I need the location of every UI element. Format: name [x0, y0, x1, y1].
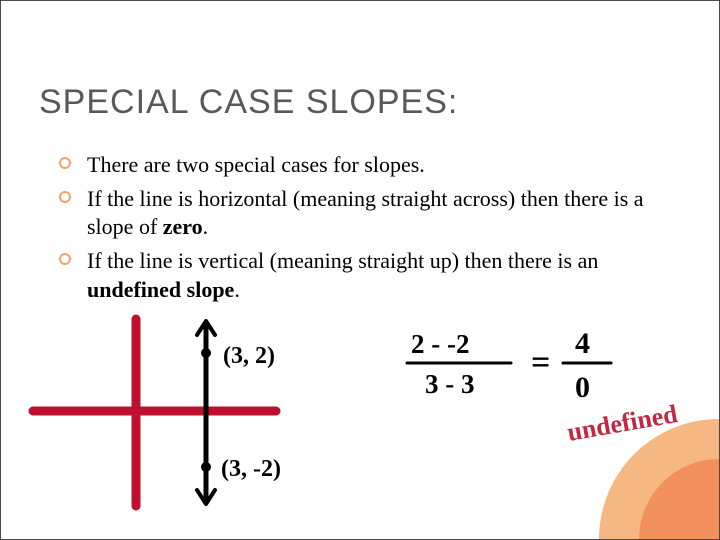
result-denominator: 0 [575, 371, 590, 404]
point-label: (3, -2) [221, 456, 281, 482]
fraction-denominator: 3 - 3 [425, 369, 475, 399]
equals-sign: = [531, 344, 550, 381]
bullet-item: If the line is horizontal (meaning strai… [59, 185, 669, 241]
bullet-item: If the line is vertical (meaning straigh… [59, 247, 669, 303]
bullet-marker-icon [59, 191, 71, 203]
bullet-marker-icon [59, 253, 71, 265]
arrow-top-icon [197, 321, 215, 335]
result-numerator: 4 [575, 327, 590, 360]
decorative-corner-icon [599, 419, 719, 539]
fraction-numerator: 2 - -2 [411, 329, 469, 359]
arrow-bottom-icon [197, 490, 215, 504]
slide-title: SPECIAL CASE SLOPES: [39, 83, 458, 122]
bullet-text: If the line is horizontal (meaning strai… [87, 185, 669, 241]
bullet-text: There are two special cases for slopes. [87, 151, 425, 179]
plotted-point [201, 348, 211, 358]
plotted-point [201, 462, 211, 472]
point-label: (3, 2) [223, 343, 275, 369]
slide: SPECIAL CASE SLOPES: There are two speci… [0, 0, 720, 540]
bullet-text: If the line is vertical (meaning straigh… [87, 247, 669, 303]
bullet-item: There are two special cases for slopes. [59, 151, 669, 179]
bullet-marker-icon [59, 157, 71, 169]
bullet-list: There are two special cases for slopes. … [59, 151, 669, 310]
